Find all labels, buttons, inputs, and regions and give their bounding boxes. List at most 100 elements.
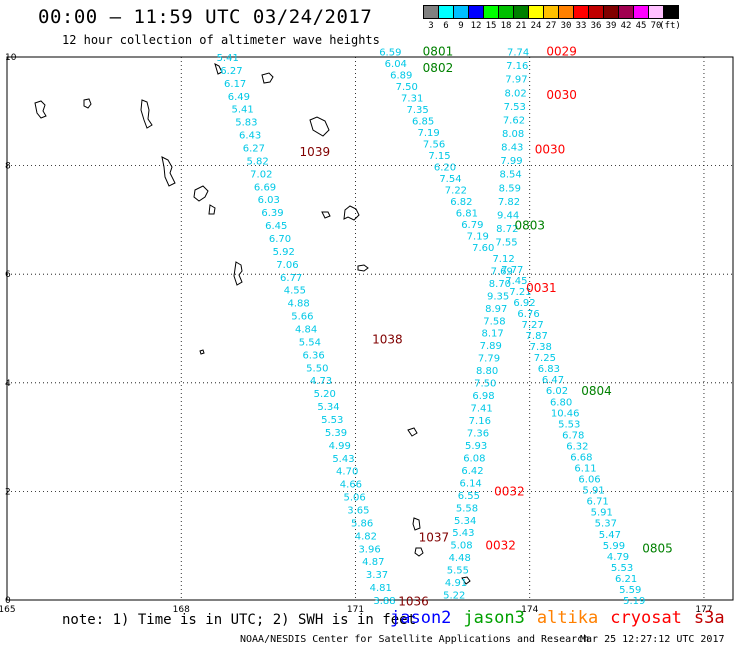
wave-height-label: 5.91: [582, 486, 604, 497]
wave-height-label: 4.82: [355, 531, 377, 542]
x-tick-label: 168: [173, 605, 190, 615]
wave-height-label: 6.98: [472, 391, 494, 402]
wave-height-label: 5.43: [332, 454, 354, 465]
wave-height-label: 7.50: [474, 379, 496, 390]
credit-line: NOAA/NESDIS Center for Satellite Applica…: [240, 634, 590, 645]
color-scale-units: (ft): [659, 21, 681, 31]
wave-height-label: 7.89: [480, 341, 502, 352]
island-outline: [461, 576, 471, 585]
satellite-tracks: 5.416.276.176.495.415.836.436.275.827.02…: [217, 48, 646, 607]
wave-height-label: 5.53: [321, 415, 343, 426]
wave-height-label: 7.38: [530, 342, 552, 353]
wave-height-label: 8.43: [501, 143, 523, 154]
island-outline: [343, 205, 360, 221]
wave-height-label: 7.31: [401, 94, 423, 105]
satellite-track: 7.74 7.16 7.97 8.02 7.53 7.62 8.08 8.43 7.99 8.54…: [495, 48, 529, 249]
color-scale-labels: 3 6 9 12 15 18 21 24 27 30 33 36 39 42 45 70 (ft): [423, 19, 681, 31]
wave-height-label: 5.91: [591, 508, 613, 519]
wave-height-label: 6.20: [434, 163, 456, 174]
wave-height-label: 6.21: [615, 574, 637, 585]
wave-height-label: 4.73: [310, 376, 332, 387]
wave-height-label: 7.97: [505, 75, 527, 86]
wave-height-label: 5.47: [599, 530, 621, 541]
wave-height-label: 6.36: [302, 350, 324, 361]
wave-height-label: 3.65: [347, 506, 369, 517]
wave-height-label: 7.99: [500, 156, 522, 167]
island-outline: [261, 72, 274, 84]
pass-time-label: 1037: [419, 531, 450, 545]
pass-time-label: 1039: [300, 145, 331, 159]
footnote: note: 1) Time is in UTC; 2) SWH is in fe…: [62, 612, 417, 628]
legend-entry-s3a: s3a: [693, 608, 725, 628]
wave-height-label: 5.43: [452, 528, 474, 539]
wave-height-label: 5.39: [325, 428, 347, 439]
wave-height-label: 3.37: [366, 570, 388, 581]
island-outline: [140, 99, 153, 129]
wave-height-label: 8.54: [500, 170, 522, 181]
wave-height-label: 6.06: [578, 475, 600, 486]
wave-height-label: 10.46: [551, 408, 580, 419]
y-tick-label: 10: [5, 53, 17, 63]
plot-grid: [7, 57, 733, 600]
wave-height-label: 5.99: [603, 541, 625, 552]
chart-title: 00:00 — 11:59 UTC 03/24/2017: [38, 6, 373, 28]
color-scale-label: 18: [500, 21, 512, 31]
wave-height-label: 6.43: [239, 131, 261, 142]
island-outline: [357, 264, 369, 272]
wave-height-label: 7.36: [467, 428, 489, 439]
satellite-track: 7.777.457.216.926.767.277.877.387.256.83…: [501, 265, 645, 607]
pass-time-label: 0031: [526, 281, 557, 295]
color-scale-label: 36: [590, 21, 602, 31]
wave-height-label: 5.08: [450, 541, 472, 552]
wave-height-label: 4.99: [329, 441, 351, 452]
island-outline: [414, 547, 424, 557]
wave-height-label: 5.37: [595, 519, 617, 530]
wave-height-label: 6.79: [461, 220, 483, 231]
legend-entry-cryosat: cryosat: [610, 608, 682, 628]
wave-height-label: 7.15: [428, 151, 450, 162]
wave-height-label: 7.53: [504, 102, 526, 113]
pass-time-label: 0030: [546, 88, 577, 102]
color-scale-label: 9: [458, 21, 464, 31]
wave-height-label: 5.41: [232, 105, 254, 116]
pass-time-label: 0804: [581, 384, 612, 398]
wave-height-label: 6.08: [463, 453, 485, 464]
wave-height-label: 5.83: [235, 118, 257, 129]
wave-height-label: 8.17: [481, 329, 503, 340]
wave-height-label: 8.02: [504, 88, 526, 99]
color-scale-label: 24: [530, 21, 542, 31]
pass-time-label: 1036: [398, 595, 429, 609]
wave-height-label: 4.81: [370, 583, 392, 594]
wave-height-label: 6.83: [538, 364, 560, 375]
wave-height-label: 7.82: [498, 197, 520, 208]
wave-height-label: 7.56: [423, 140, 445, 151]
satellite-track: 6.596.046.897.507.317.356.857.197.567.15…: [379, 48, 494, 254]
wave-height-label: 3.96: [358, 544, 380, 555]
island-outline: [309, 116, 330, 137]
pass-time-label: 0029: [546, 45, 577, 59]
generated-timestamp: Mar 25 12:27:12 UTC 2017: [580, 634, 725, 645]
wave-height-label: 6.81: [456, 209, 478, 220]
pass-time-label: 0032: [485, 539, 516, 553]
y-tick-label: 4: [5, 379, 11, 389]
wave-height-label: 8.70: [489, 279, 511, 290]
plot-axes: 165 168 171 174 177 0 2 4 6 8 10: [0, 53, 734, 615]
wave-height-label: 5.58: [456, 503, 478, 514]
wave-height-label: 5.20: [314, 389, 336, 400]
wave-height-label: 6.27: [220, 66, 242, 77]
wave-height-label: 7.16: [506, 61, 528, 72]
color-scale-label: 27: [545, 21, 557, 31]
wave-height-label: 6.02: [546, 386, 568, 397]
wave-height-label: 6.59: [379, 48, 401, 59]
wave-height-label: 7.60: [472, 243, 494, 254]
island-outline: [407, 427, 418, 437]
island-outline: [233, 261, 243, 286]
color-swatch: [663, 5, 679, 19]
x-tick-label: 171: [347, 605, 364, 615]
wave-height-label: 5.53: [558, 419, 580, 430]
color-scale-label: 15: [485, 21, 497, 31]
y-tick-label: 2: [5, 487, 11, 497]
wave-height-label: 7.19: [417, 128, 439, 139]
wave-height-label: 6.11: [574, 464, 596, 475]
